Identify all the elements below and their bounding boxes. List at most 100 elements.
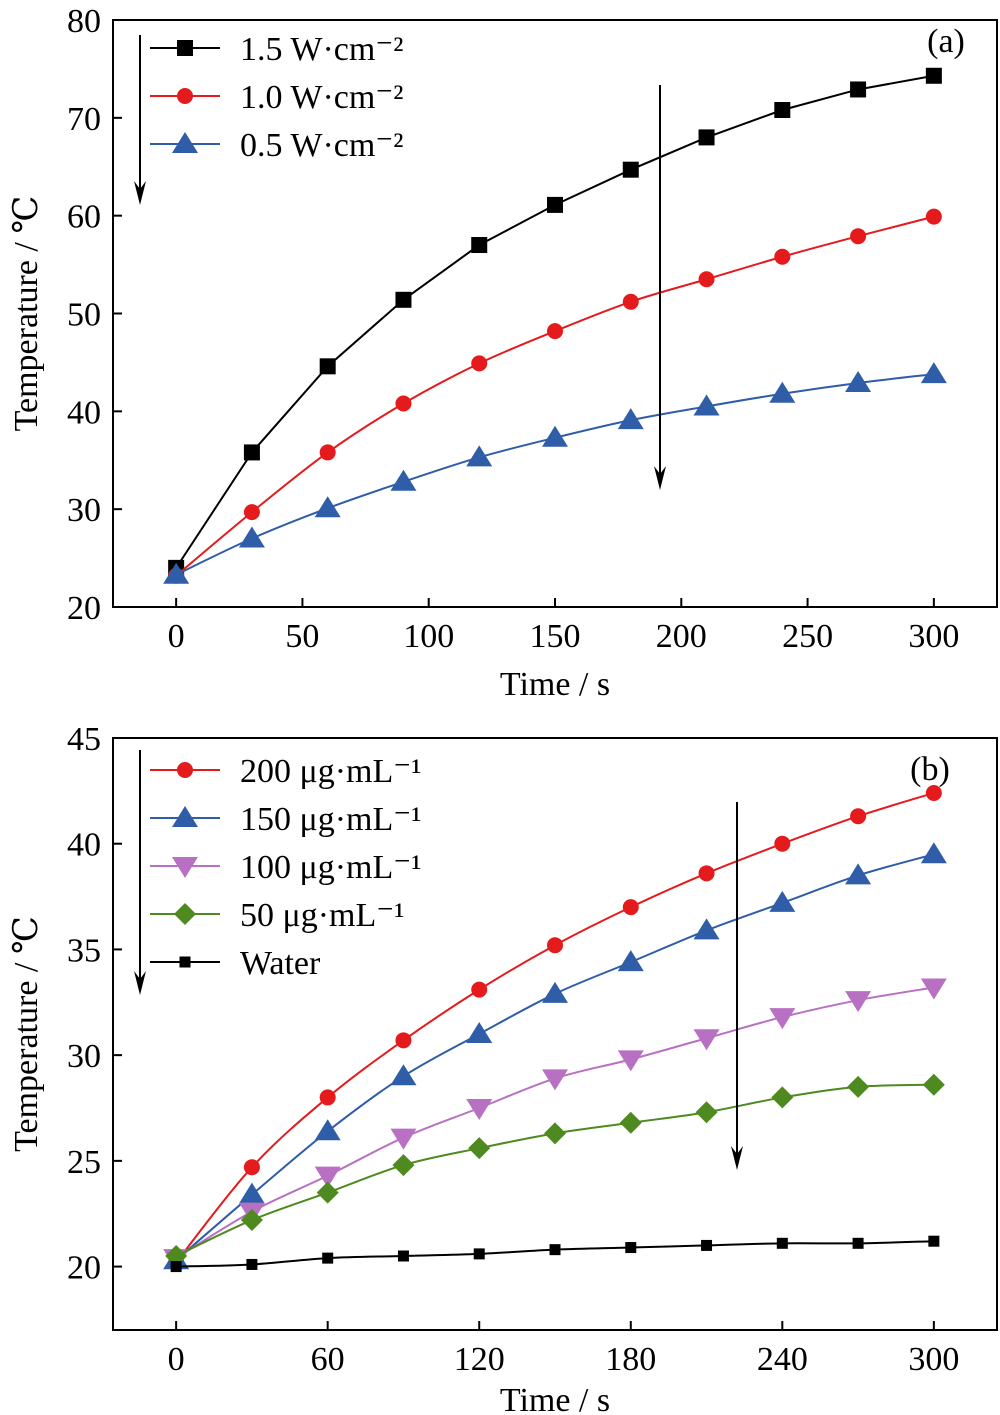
x-tick-label: 300 xyxy=(908,1341,959,1378)
y-tick-label: 40 xyxy=(67,827,101,864)
data-point xyxy=(395,291,412,308)
data-point xyxy=(771,1086,794,1109)
x-tick-label: 0 xyxy=(168,618,185,655)
trend-arrow-0 xyxy=(134,35,146,205)
data-point xyxy=(319,1089,336,1106)
data-point xyxy=(698,865,715,882)
data-point xyxy=(622,293,639,310)
data-point xyxy=(392,1154,415,1177)
data-point xyxy=(852,1237,864,1249)
x-tick-label: 200 xyxy=(656,618,707,655)
data-point xyxy=(850,808,867,825)
data-point xyxy=(693,394,720,416)
data-point xyxy=(693,918,720,940)
data-point xyxy=(920,842,947,864)
series-1 xyxy=(168,208,942,584)
y-axis-label: Temperature / ℃ xyxy=(8,196,45,432)
data-point xyxy=(693,1029,720,1051)
data-point xyxy=(397,1250,409,1262)
y-tick-label: 35 xyxy=(67,932,101,969)
data-point xyxy=(473,1248,485,1260)
data-point xyxy=(769,890,796,912)
data-point xyxy=(769,1008,796,1030)
y-tick-label: 30 xyxy=(67,1038,101,1075)
data-point xyxy=(243,444,260,461)
data-point xyxy=(701,1239,713,1251)
legend-marker xyxy=(172,857,198,878)
legend: 1.5 W·cm⁻² 1.0 W·cm⁻² 0.5 W·cm⁻² xyxy=(150,31,403,164)
data-point xyxy=(314,496,341,518)
data-point xyxy=(850,81,867,98)
legend-marker xyxy=(179,956,191,968)
y-tick-label: 45 xyxy=(67,721,101,758)
x-tick-label: 180 xyxy=(605,1341,656,1378)
y-tick-label: 20 xyxy=(67,1250,101,1287)
data-point xyxy=(246,1258,258,1270)
data-point xyxy=(774,248,791,265)
data-point xyxy=(847,1075,870,1098)
x-tick-label: 150 xyxy=(530,618,581,655)
data-point xyxy=(395,395,412,412)
y-tick-label: 70 xyxy=(67,101,101,138)
data-point xyxy=(170,1261,182,1273)
data-point xyxy=(238,526,265,548)
data-point xyxy=(845,370,872,392)
data-point xyxy=(243,1159,260,1176)
data-point xyxy=(544,1122,566,1145)
data-point xyxy=(622,899,639,916)
data-point xyxy=(698,129,715,146)
data-point xyxy=(925,208,942,225)
data-point xyxy=(922,1073,945,1096)
x-tick-label: 50 xyxy=(285,618,319,655)
legend-marker xyxy=(177,40,193,56)
series-line xyxy=(175,1083,934,1257)
data-point xyxy=(920,978,947,1000)
x-tick-label: 250 xyxy=(782,618,833,655)
data-point xyxy=(850,228,867,245)
data-point xyxy=(319,358,336,375)
data-point xyxy=(314,1119,341,1141)
data-point xyxy=(238,1182,265,1204)
y-tick-label: 50 xyxy=(67,297,101,334)
data-point xyxy=(774,835,791,852)
data-point xyxy=(466,445,493,467)
x-tick-label: 300 xyxy=(908,618,959,655)
data-point xyxy=(920,362,947,384)
y-tick-label: 25 xyxy=(67,1144,101,1181)
y-tick-label: 20 xyxy=(67,590,101,627)
x-tick-label: 240 xyxy=(757,1341,808,1378)
data-point xyxy=(845,991,872,1013)
y-tick-label: 80 xyxy=(67,3,101,40)
y-axis-label: Temperature / ℃ xyxy=(8,916,45,1152)
trend-arrow-0 xyxy=(134,750,146,995)
x-axis-label: Time / s xyxy=(500,666,610,703)
series-2 xyxy=(163,362,947,584)
data-point xyxy=(542,981,568,1003)
legend-label: 150 μg·mL⁻¹ xyxy=(240,801,421,838)
series-4 xyxy=(170,1235,940,1273)
data-point xyxy=(625,1242,637,1254)
data-point xyxy=(928,1235,940,1247)
data-point xyxy=(769,381,796,403)
chart-panel-a: 0 50 100 150 200 250 300 20 30 40 50 60 70 80 Time / s… xyxy=(8,3,998,703)
data-point xyxy=(774,102,791,119)
data-point xyxy=(698,271,715,288)
data-point xyxy=(619,1111,642,1134)
x-tick-label: 120 xyxy=(454,1341,505,1378)
legend-label: 0.5 W·cm⁻² xyxy=(240,127,403,164)
data-point xyxy=(319,444,336,461)
data-point xyxy=(390,1128,417,1150)
x-tick-label: 0 xyxy=(168,1341,185,1378)
legend-label: 50 μg·mL⁻¹ xyxy=(240,897,404,934)
legend-label: 1.5 W·cm⁻² xyxy=(240,31,403,68)
data-point xyxy=(622,161,639,178)
data-point xyxy=(314,1166,341,1188)
data-point xyxy=(466,1099,493,1120)
data-point xyxy=(547,196,563,213)
data-point xyxy=(617,408,644,430)
data-point xyxy=(549,1244,561,1256)
trend-arrow-1 xyxy=(731,802,743,1170)
x-axis-label: Time / s xyxy=(500,1382,610,1415)
legend-label: Water xyxy=(240,945,321,982)
